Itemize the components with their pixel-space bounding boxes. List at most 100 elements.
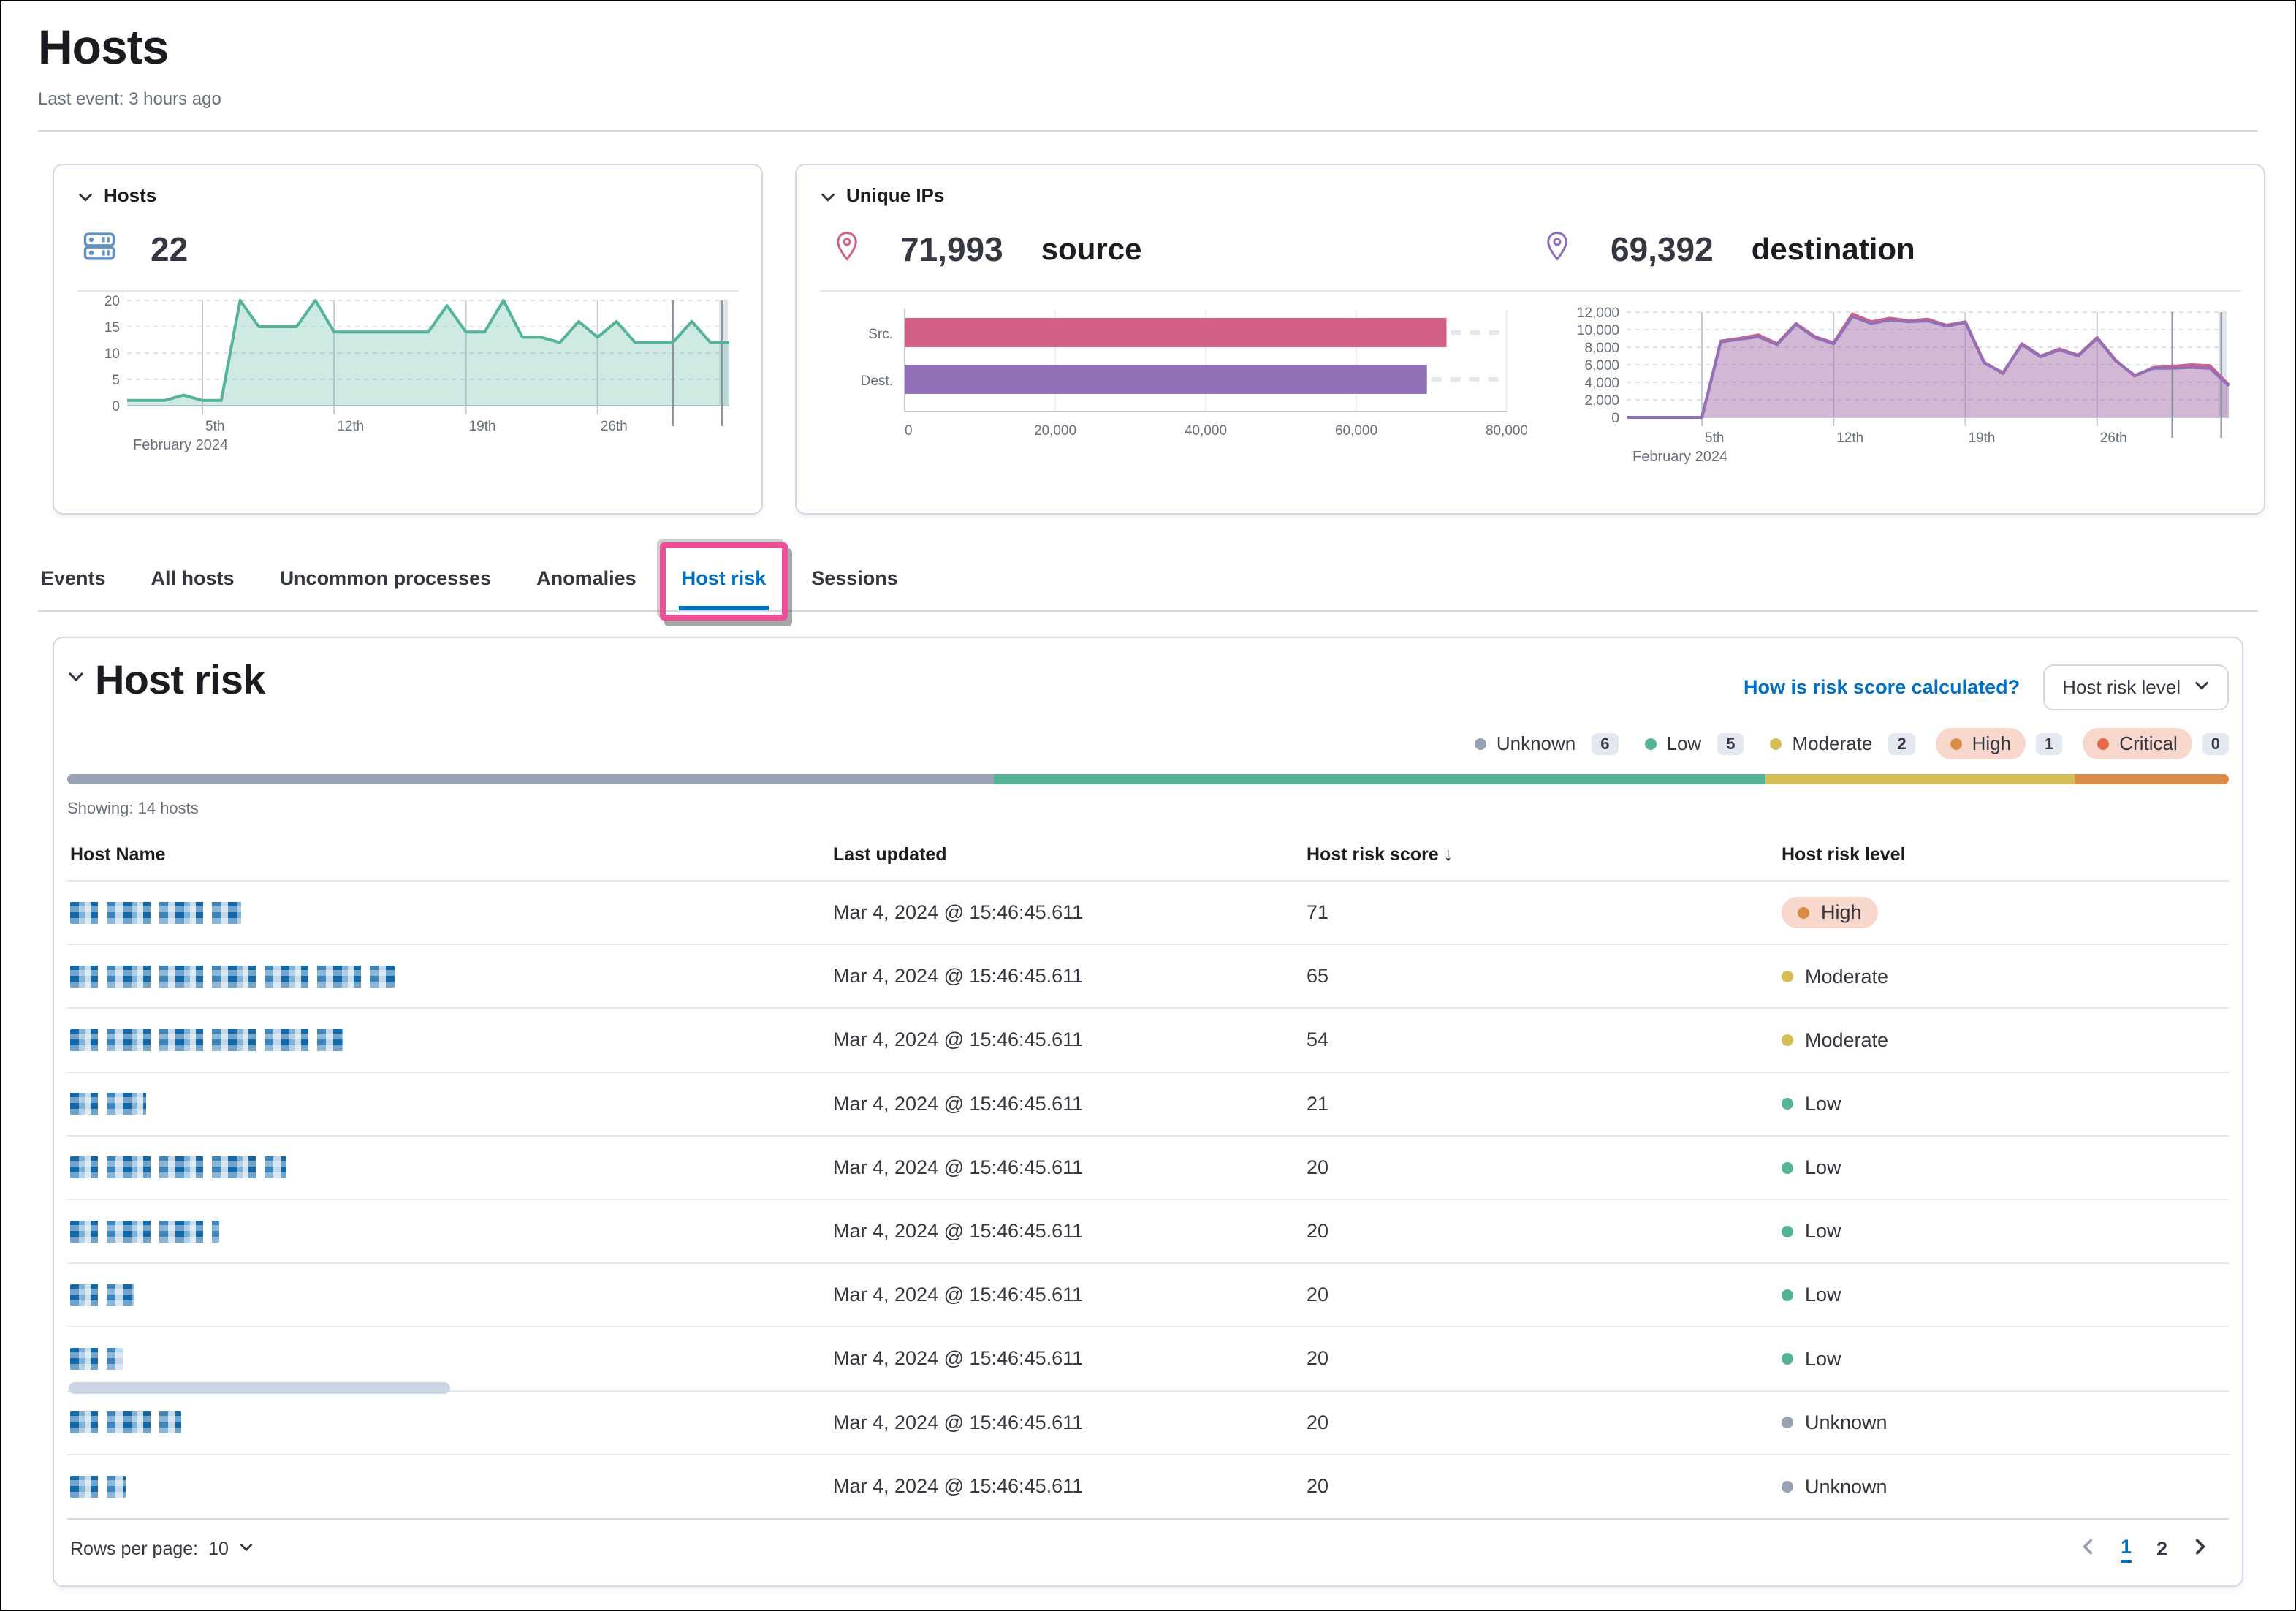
risk-score-cell: 65 [1304,944,1779,1008]
host-name-link-redacted[interactable] [70,1156,286,1178]
horizontal-scrollbar[interactable] [69,1382,450,1394]
svg-text:February 2024: February 2024 [1632,449,1727,465]
column-header-host-risk-score[interactable]: Host risk score ↓ [1304,833,1779,881]
legend-label: Moderate [1792,732,1872,755]
host-name-link-redacted[interactable] [70,1284,134,1306]
svg-text:5th: 5th [205,419,224,434]
risk-level-dot-icon [1782,1098,1793,1110]
page-number-1[interactable]: 1 [2121,1536,2132,1563]
table-row: Mar 4, 2024 @ 15:46:45.61154Moderate [67,1008,2229,1072]
hosts-count: 22 [151,230,188,269]
column-header-last-updated[interactable]: Last updated [830,833,1304,881]
risk-level-label: High [1821,901,1862,924]
risk-level-dot-icon [1782,1226,1793,1237]
last-updated-cell: Mar 4, 2024 @ 15:46:45.611 [830,1199,1304,1263]
tab-label: Uncommon processes [280,567,492,589]
risk-score-cell: 20 [1304,1391,1779,1455]
svg-text:12,000: 12,000 [1577,306,1619,321]
host-risk-title: Host risk [95,656,265,703]
risk-level-dot-icon [1782,1353,1793,1365]
hosts-panel-title: Hosts [104,184,156,207]
tab-label: Events [41,567,106,589]
showing-count-text: Showing: 14 hosts [67,799,2229,818]
risk-level-label: Unknown [1805,1476,1888,1498]
distribution-segment-moderate [1765,774,2075,784]
risk-level-cell: High [1782,897,1878,928]
risk-level-cell: Low [1782,1093,1841,1115]
risk-level-dot-icon [1782,1034,1793,1046]
collapse-chevron-icon[interactable] [67,664,83,681]
source-ips-count: 71,993 [900,230,1003,269]
host-name-link-redacted[interactable] [70,1093,146,1115]
risk-level-dot-icon [1798,907,1809,919]
risk-level-dot-icon [1782,1417,1793,1428]
risk-level-cell: Low [1782,1156,1841,1179]
destination-label: destination [1752,232,1915,267]
previous-page-button[interactable] [2080,1537,2096,1561]
legend-item-high: High1 [1936,728,2063,759]
risk-score-help-link[interactable]: How is risk score calculated? [1744,676,2020,699]
host-name-link-redacted[interactable] [70,966,395,988]
host-name-link-redacted[interactable] [70,902,241,924]
app-window: Hosts Last event: 3 hours ago Hosts [0,0,2296,1611]
tab-events[interactable]: Events [38,553,109,610]
risk-level-label: Unknown [1805,1411,1888,1434]
risk-level-label: Low [1805,1284,1841,1306]
tab-anomalies[interactable]: Anomalies [533,553,639,610]
legend-item-low: Low5 [1639,728,1744,759]
svg-text:0: 0 [1611,411,1619,426]
svg-text:60,000: 60,000 [1335,423,1377,439]
risk-level-cell: Low [1782,1284,1841,1306]
risk-score-cell: 20 [1304,1455,1779,1518]
risk-level-cell: Unknown [1782,1411,1888,1434]
risk-level-dot-icon [2097,738,2109,750]
active-tab-underline [679,606,769,610]
collapse-chevron-icon[interactable] [820,188,836,204]
host-name-link-redacted[interactable] [70,1221,219,1243]
tab-label: All hosts [151,567,235,589]
unique-ips-area-chart: 02,0004,0006,0008,00010,00012,0005th12th… [1554,303,2240,476]
legend-label: Unknown [1497,732,1575,755]
column-header-host-risk-level[interactable]: Host risk level [1779,833,2229,881]
last-updated-cell: Mar 4, 2024 @ 15:46:45.611 [830,1327,1304,1390]
risk-score-cell: 54 [1304,1008,1779,1072]
last-updated-cell: Mar 4, 2024 @ 15:46:45.611 [830,1455,1304,1518]
svg-text:8,000: 8,000 [1584,341,1619,356]
next-page-button[interactable] [2192,1537,2208,1561]
last-updated-cell: Mar 4, 2024 @ 15:46:45.611 [830,1008,1304,1072]
risk-level-dot-icon [1645,738,1657,750]
tab-label: Host risk [682,567,767,589]
table-row: Mar 4, 2024 @ 15:46:45.61120Low [67,1263,2229,1327]
svg-text:12th: 12th [337,419,364,434]
filter-button-label: Host risk level [2062,676,2181,699]
tab-label: Anomalies [536,567,636,589]
host-name-link-redacted[interactable] [70,1029,343,1051]
tab-host-risk[interactable]: Host risk [679,553,769,610]
risk-level-label: Low [1805,1093,1841,1115]
header-divider [38,130,2258,132]
pagination: 12 [2080,1536,2208,1563]
host-name-link-redacted[interactable] [70,1348,123,1370]
legend-item-unknown: Unknown 6 [1469,728,1619,759]
svg-text:26th: 26th [601,419,628,434]
legend-label: Low [1667,732,1702,755]
legend-count-badge: 0 [2202,733,2229,755]
host-risk-level-filter-button[interactable]: Host risk level [2043,664,2229,710]
host-name-link-redacted[interactable] [70,1476,126,1498]
tab-sessions[interactable]: Sessions [808,553,901,610]
unique-ips-bar-chart: 020,00040,00060,00080,000Src.Dest. [840,303,1527,467]
tab-all-hosts[interactable]: All hosts [148,553,237,610]
risk-level-dot-icon [1770,738,1782,750]
collapse-chevron-icon[interactable] [77,188,94,204]
risk-score-cell: 20 [1304,1199,1779,1263]
tab-uncommon-processes[interactable]: Uncommon processes [277,553,495,610]
column-header-host-name[interactable]: Host Name [67,833,830,881]
legend-count-badge: 6 [1592,733,1618,755]
rows-per-page-control[interactable]: Rows per page: 10 [70,1539,254,1560]
risk-level-dot-icon [1475,738,1486,750]
risk-level-label: Low [1805,1220,1841,1243]
chevron-down-icon [2194,676,2210,699]
host-name-link-redacted[interactable] [70,1411,181,1433]
risk-level-dot-icon [1782,1162,1793,1174]
page-number-2[interactable]: 2 [2156,1538,2167,1561]
